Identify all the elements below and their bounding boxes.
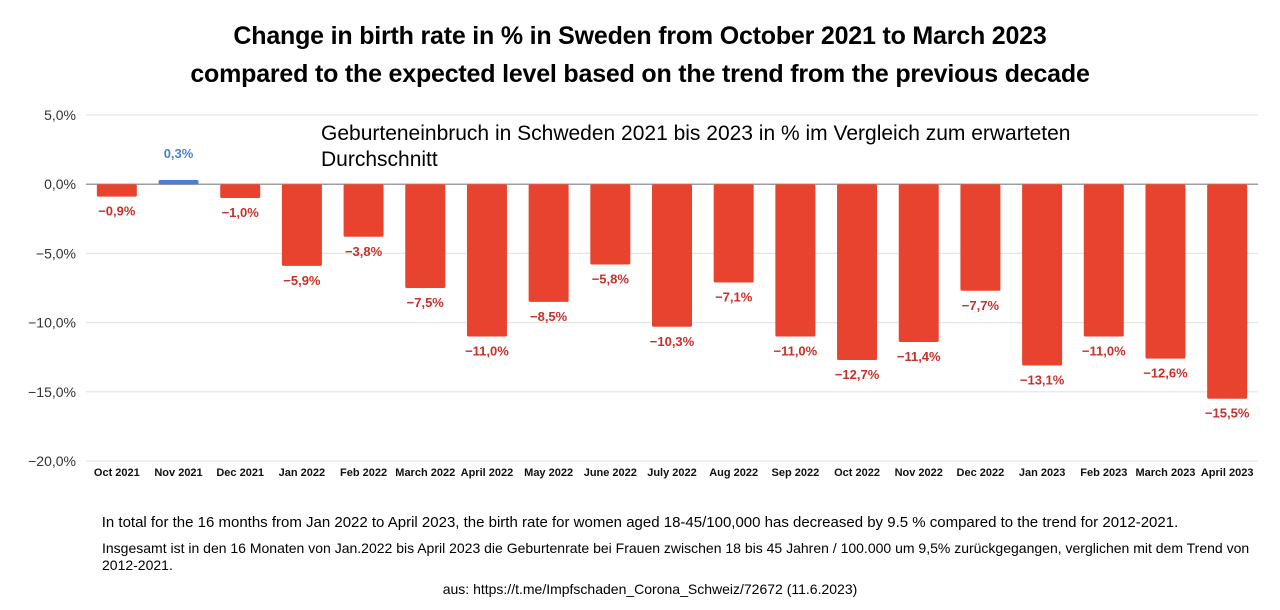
x-tick-label: Nov 2021: [154, 467, 202, 479]
x-tick-label: Jan 2022: [279, 467, 325, 479]
x-tick-label: Feb 2023: [1080, 467, 1127, 479]
data-label: −11,0%: [465, 343, 509, 358]
bar: [775, 184, 816, 337]
y-tick-label: −10,0%: [28, 315, 76, 331]
bar: [960, 184, 1001, 291]
data-label: −10,3%: [650, 334, 695, 349]
data-label: −12,6%: [1143, 366, 1188, 381]
x-tick-label: April 2022: [461, 467, 514, 479]
data-label: −11,0%: [773, 343, 817, 358]
bar: [1145, 184, 1186, 359]
bar: [405, 184, 446, 288]
bar: [96, 184, 137, 197]
bar: [898, 184, 939, 342]
data-label: −0,9%: [98, 204, 136, 219]
bar: [158, 180, 199, 185]
bar: [343, 184, 384, 237]
bar: [528, 184, 569, 302]
x-tick-label: Oct 2022: [834, 467, 880, 479]
data-label: −5,9%: [283, 273, 321, 288]
data-label: −7,7%: [962, 298, 1000, 313]
chart-annotation: Geburteneinbruch in Schweden 2021 bis 20…: [321, 122, 1071, 171]
y-axis: 5,0% 0,0% −5,0% −10,0% −15,0% −20,0%: [28, 107, 76, 469]
bar: [466, 184, 507, 337]
x-tick-label: May 2022: [524, 467, 573, 479]
chart-title: Change in birth rate in % in Sweden from…: [233, 22, 1047, 50]
data-label: −12,7%: [835, 367, 880, 382]
x-axis: Oct 2021 Nov 2021 Dec 2021 Jan 2022 Feb 2022…: [94, 467, 1254, 479]
x-tick-label: Feb 2022: [340, 467, 387, 479]
data-label: −11,4%: [897, 349, 941, 364]
data-label: 0,3%: [164, 146, 194, 161]
x-tick-label: Nov 2022: [895, 467, 943, 479]
x-tick-label: March 2022: [395, 467, 455, 479]
data-label: −5,8%: [592, 271, 630, 286]
footer-source: aus: https://t.me/Impfschaden_Corona_Sch…: [442, 581, 858, 597]
x-tick-label: Sep 2022: [772, 467, 820, 479]
x-tick-label: March 2023: [1136, 467, 1196, 479]
y-tick-label: 5,0%: [44, 107, 76, 123]
x-tick-label: June 2022: [584, 467, 637, 479]
y-tick-label: 0,0%: [44, 176, 76, 192]
bar: [652, 184, 692, 327]
bar: [1207, 184, 1248, 399]
bar: [837, 184, 878, 360]
x-tick-label: Aug 2022: [709, 467, 758, 479]
bar: [713, 184, 754, 283]
data-label: −1,0%: [222, 205, 260, 220]
bar: [590, 184, 631, 265]
x-tick-label: Jan 2023: [1019, 467, 1065, 479]
data-label: −13,1%: [1020, 373, 1065, 388]
y-tick-label: −15,0%: [28, 384, 76, 400]
x-tick-label: Dec 2022: [957, 467, 1005, 479]
x-tick-label: Oct 2021: [94, 467, 140, 479]
data-label: −8,5%: [530, 309, 568, 324]
data-labels: −0,9% 0,3% −1,0% −5,9% −3,8% −7,5% −11,0% −8,5%…: [98, 146, 1250, 421]
footer-german-note: Insgesamt ist in den 16 Monaten von Jan.…: [102, 540, 1250, 573]
bars: [96, 180, 1248, 399]
bar: [220, 184, 261, 199]
y-tick-label: −20,0%: [28, 453, 76, 469]
y-tick-label: −5,0%: [36, 245, 76, 261]
x-tick-label: Dec 2021: [216, 467, 264, 479]
bar: [1022, 184, 1063, 366]
footer-english-note: In total for the 16 months from Jan 2022…: [101, 514, 1179, 531]
data-label: −7,5%: [407, 295, 445, 310]
data-label: −7,1%: [715, 289, 753, 304]
data-label: −3,8%: [345, 244, 383, 259]
bar: [281, 184, 322, 266]
x-tick-label: July 2022: [647, 467, 697, 479]
x-tick-label: April 2023: [1201, 467, 1254, 479]
chart-subtitle: compared to the expected level based on …: [190, 60, 1090, 88]
data-label: −11,0%: [1082, 343, 1126, 358]
data-label: −15,5%: [1205, 406, 1250, 421]
bar-chart: 5,0% 0,0% −5,0% −10,0% −15,0% −20,0% −0,9% 0,3…: [28, 107, 1258, 479]
bar: [1083, 184, 1124, 337]
